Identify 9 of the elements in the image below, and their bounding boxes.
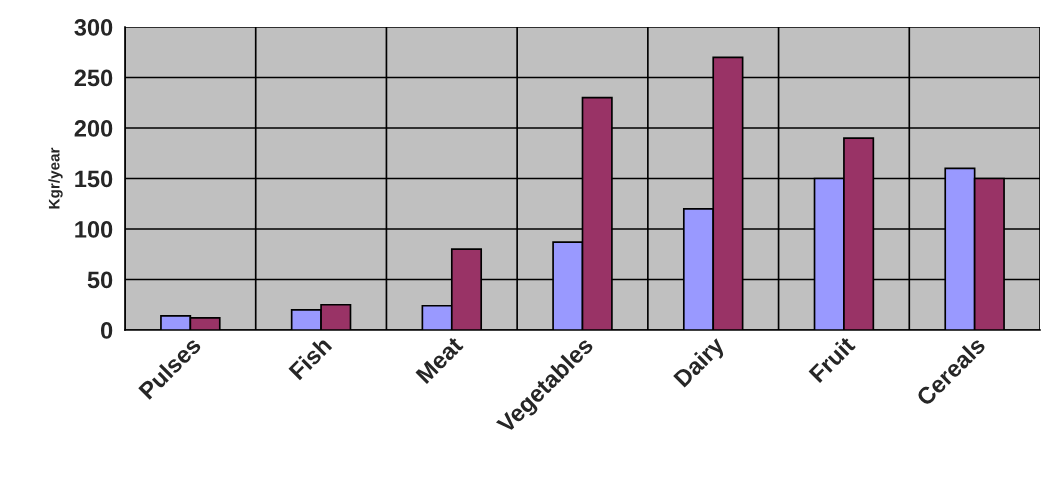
x-tick-label: Fish	[287, 335, 333, 381]
y-tick-label: 100	[75, 221, 113, 238]
y-tick-label: 50	[87, 271, 113, 289]
y-axis-title: Kgr/year	[48, 147, 63, 209]
y-tick-label: 150	[75, 170, 113, 188]
y-tick-label: 250	[74, 69, 113, 87]
y-tick-label: 200	[74, 120, 113, 137]
y-tick-label: 300	[74, 19, 113, 36]
y-tick-label: 0	[101, 322, 113, 339]
